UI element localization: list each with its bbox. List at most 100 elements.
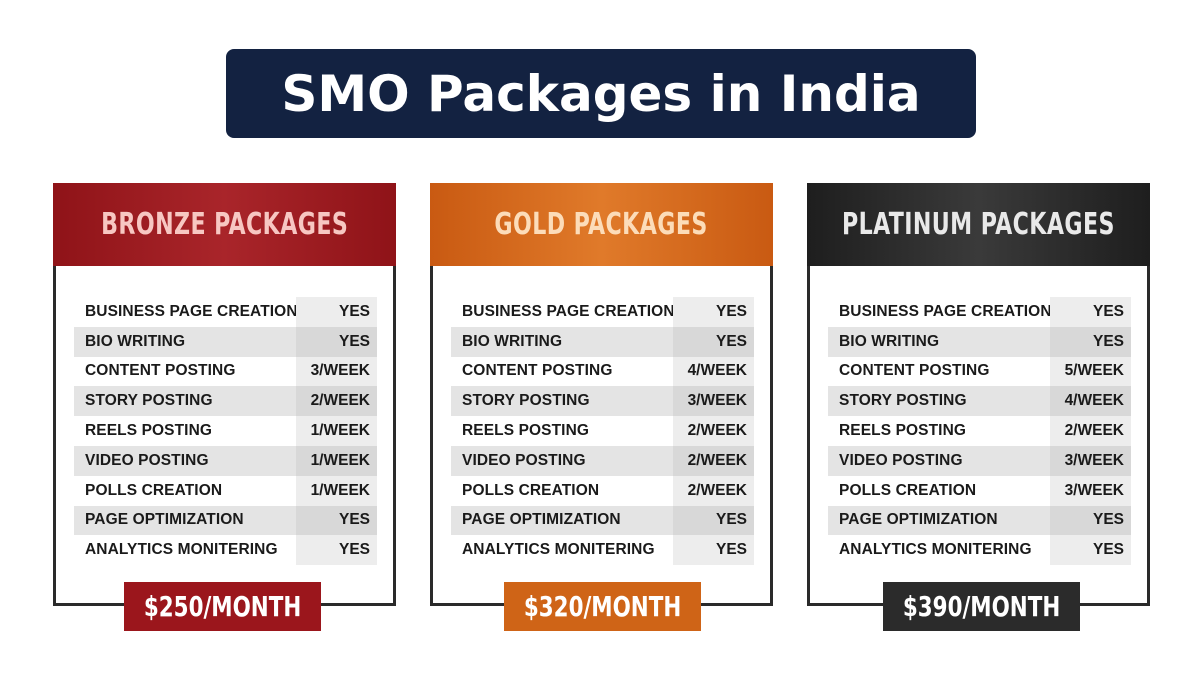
feature-name: REELS POSTING	[839, 422, 967, 440]
feature-value: 1/WEEK	[296, 445, 377, 476]
feature-value: 3/WEEK	[1050, 475, 1131, 506]
feature-name: VIDEO POSTING	[85, 451, 209, 469]
package-header: PLATINUM PACKAGES	[807, 183, 1150, 266]
feature-value: 3/WEEK	[673, 386, 754, 417]
feature-name: BUSINESS PAGE CREATIONS	[462, 302, 686, 320]
feature-value: YES	[673, 505, 754, 536]
feature-row: CONTENT POSTING 4/WEEK	[451, 356, 754, 387]
feature-row: PAGE OPTIMIZATION YES	[828, 505, 1131, 536]
feature-row: BUSINESS PAGE CREATIONS YES	[451, 297, 754, 327]
feature-value: 1/WEEK	[296, 416, 377, 446]
feature-value: 2/WEEK	[673, 416, 754, 446]
page-title: SMO Packages in India	[281, 64, 921, 123]
feature-value: 3/WEEK	[296, 356, 377, 387]
feature-name: BIO WRITING	[839, 332, 940, 350]
feature-name: POLLS CREATION	[839, 481, 977, 499]
feature-row: STORY POSTING 4/WEEK	[828, 386, 1131, 417]
feature-value: 1/WEEK	[296, 475, 377, 506]
feature-list: BUSINESS PAGE CREATIONS YES BIO WRITING YE…	[74, 297, 377, 566]
feature-row: ANALYTICS MONITERING YES	[74, 535, 377, 566]
feature-value: YES	[296, 505, 377, 536]
feature-name: BIO WRITING	[462, 332, 563, 350]
feature-row: BUSINESS PAGE CREATIONS YES	[74, 297, 377, 327]
package-title: BRONZE PACKAGES	[100, 207, 349, 242]
feature-row: ANALYTICS MONITERING YES	[828, 535, 1131, 566]
feature-value: 3/WEEK	[1050, 445, 1131, 476]
feature-list: BUSINESS PAGE CREATIONS YES BIO WRITING YE…	[451, 297, 754, 566]
feature-row: REELS POSTING 2/WEEK	[451, 416, 754, 446]
feature-row: REELS POSTING 2/WEEK	[828, 416, 1131, 446]
feature-row: VIDEO POSTING 2/WEEK	[451, 445, 754, 476]
feature-value: YES	[1050, 297, 1131, 327]
feature-value: YES	[1050, 326, 1131, 357]
feature-row: BUSINESS PAGE CREATIONS YES	[828, 297, 1131, 327]
feature-name: PAGE OPTIMIZATION	[839, 511, 998, 529]
package-title: GOLD PACKAGES	[494, 207, 709, 242]
feature-name: REELS POSTING	[85, 422, 213, 440]
package-header: GOLD PACKAGES	[430, 183, 773, 266]
feature-row: ANALYTICS MONITERING YES	[451, 535, 754, 566]
page-title-banner: SMO Packages in India	[226, 49, 976, 138]
feature-value: YES	[296, 535, 377, 566]
feature-row: VIDEO POSTING 3/WEEK	[828, 445, 1131, 476]
package-header: BRONZE PACKAGES	[53, 183, 396, 266]
feature-list: BUSINESS PAGE CREATIONS YES BIO WRITING YE…	[828, 297, 1131, 566]
feature-name: BUSINESS PAGE CREATIONS	[839, 302, 1063, 320]
feature-value: 5/WEEK	[1050, 356, 1131, 387]
feature-row: BIO WRITING YES	[451, 326, 754, 357]
feature-name: CONTENT POSTING	[839, 362, 990, 380]
feature-name: ANALYTICS MONITERING	[462, 541, 655, 559]
feature-row: CONTENT POSTING 5/WEEK	[828, 356, 1131, 387]
feature-name: PAGE OPTIMIZATION	[85, 511, 244, 529]
package-card-bronze: BRONZE PACKAGES BUSINESS PAGE CREATIONS Y…	[53, 183, 396, 606]
feature-value: 2/WEEK	[673, 445, 754, 476]
price-tag-platinum: $390/MONTH	[883, 582, 1080, 631]
package-card-platinum: PLATINUM PACKAGES BUSINESS PAGE CREATION…	[807, 183, 1150, 606]
feature-row: PAGE OPTIMIZATION YES	[74, 505, 377, 536]
feature-value: YES	[673, 535, 754, 566]
feature-row: BIO WRITING YES	[74, 326, 377, 357]
feature-name: STORY POSTING	[839, 392, 967, 410]
feature-row: BIO WRITING YES	[828, 326, 1131, 357]
feature-row: POLLS CREATION 3/WEEK	[828, 475, 1131, 506]
feature-value: YES	[296, 326, 377, 357]
feature-row: STORY POSTING 2/WEEK	[74, 386, 377, 417]
feature-row: CONTENT POSTING 3/WEEK	[74, 356, 377, 387]
price-label: $250/MONTH	[143, 590, 302, 623]
feature-name: BIO WRITING	[85, 332, 186, 350]
price-label: $390/MONTH	[902, 590, 1061, 623]
feature-name: CONTENT POSTING	[85, 362, 236, 380]
feature-value: YES	[673, 297, 754, 327]
feature-value: 2/WEEK	[673, 475, 754, 506]
feature-value: YES	[296, 297, 377, 327]
feature-row: POLLS CREATION 2/WEEK	[451, 475, 754, 506]
feature-name: POLLS CREATION	[85, 481, 223, 499]
feature-value: 2/WEEK	[296, 386, 377, 417]
feature-name: REELS POSTING	[462, 422, 590, 440]
feature-name: VIDEO POSTING	[462, 451, 586, 469]
feature-name: POLLS CREATION	[462, 481, 600, 499]
feature-row: REELS POSTING 1/WEEK	[74, 416, 377, 446]
feature-value: YES	[1050, 505, 1131, 536]
feature-row: POLLS CREATION 1/WEEK	[74, 475, 377, 506]
feature-value: YES	[1050, 535, 1131, 566]
feature-row: PAGE OPTIMIZATION YES	[451, 505, 754, 536]
feature-value: 2/WEEK	[1050, 416, 1131, 446]
feature-value: 4/WEEK	[673, 356, 754, 387]
feature-name: CONTENT POSTING	[462, 362, 613, 380]
feature-name: PAGE OPTIMIZATION	[462, 511, 621, 529]
feature-name: ANALYTICS MONITERING	[85, 541, 278, 559]
feature-name: STORY POSTING	[462, 392, 590, 410]
package-title: PLATINUM PACKAGES	[842, 207, 1115, 242]
feature-row: VIDEO POSTING 1/WEEK	[74, 445, 377, 476]
feature-name: VIDEO POSTING	[839, 451, 963, 469]
feature-value: YES	[673, 326, 754, 357]
feature-value: 4/WEEK	[1050, 386, 1131, 417]
price-tag-gold: $320/MONTH	[504, 582, 701, 631]
price-tag-bronze: $250/MONTH	[124, 582, 321, 631]
feature-name: ANALYTICS MONITERING	[839, 541, 1032, 559]
feature-name: STORY POSTING	[85, 392, 213, 410]
package-card-gold: GOLD PACKAGES BUSINESS PAGE CREATIONS YES…	[430, 183, 773, 606]
feature-name: BUSINESS PAGE CREATIONS	[85, 302, 309, 320]
feature-row: STORY POSTING 3/WEEK	[451, 386, 754, 417]
